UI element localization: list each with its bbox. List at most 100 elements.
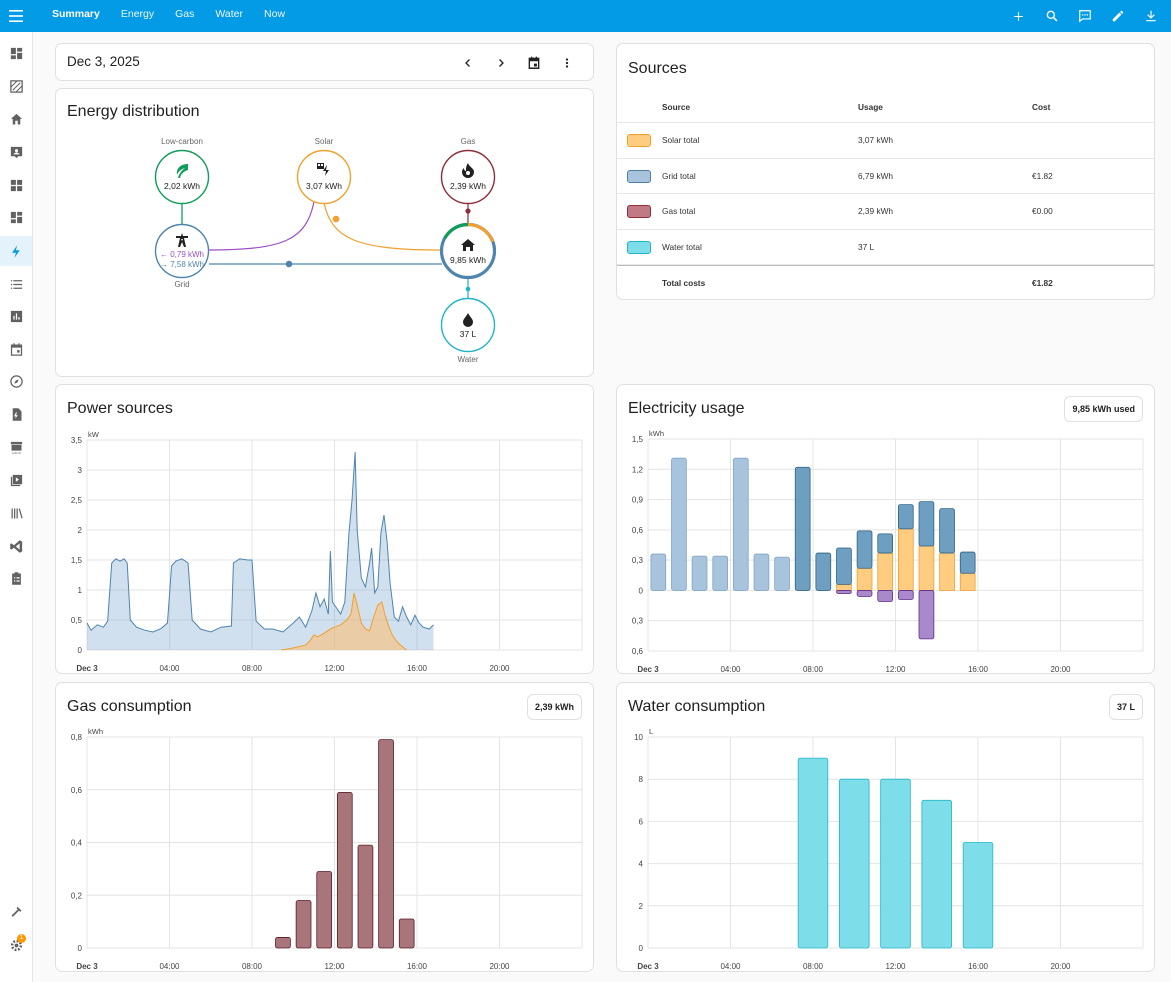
view-tabs: Summary Energy Gas Water Now bbox=[44, 0, 298, 32]
power-sources-chart[interactable]: 0 0,5 1 1,5 2 2,5 3 3,5 Dec 3 04:00 08:00 12:00 16:0… bbox=[56, 385, 595, 675]
media-icon[interactable] bbox=[0, 465, 32, 495]
water-value: 37 L bbox=[460, 329, 477, 339]
area-solar bbox=[280, 593, 407, 650]
todo-icon[interactable] bbox=[0, 563, 32, 593]
bar-grid bbox=[959, 551, 976, 574]
search-icon[interactable] bbox=[1035, 0, 1068, 32]
gas-swatch bbox=[627, 205, 651, 218]
bar bbox=[962, 842, 994, 949]
calendar-icon[interactable] bbox=[0, 334, 32, 364]
dashboard-alt-icon[interactable] bbox=[0, 202, 32, 232]
tab-gas[interactable]: Gas bbox=[175, 8, 195, 20]
x-tick-label: Dec 3 bbox=[637, 665, 659, 674]
electricity-usage-chart[interactable]: 1,5 1,2 0,9 0,6 0,3 0 0,3 0,6 Dec 3 04:00 08:00 12:… bbox=[617, 385, 1156, 675]
sources-table: Source Usage Cost Solar total 3,07 kWh G… bbox=[617, 91, 1154, 300]
map-icon[interactable] bbox=[0, 366, 32, 396]
energy-icon[interactable] bbox=[0, 236, 32, 266]
assist-icon[interactable] bbox=[1068, 0, 1101, 32]
toolbar-actions bbox=[1002, 0, 1167, 32]
bar-return bbox=[897, 590, 914, 600]
solar-power-icon bbox=[317, 163, 329, 176]
table-row: Water total 37 L bbox=[617, 230, 1154, 265]
y-axis-unit: kWh bbox=[88, 727, 103, 736]
tab-water[interactable]: Water bbox=[215, 8, 244, 20]
line-solar bbox=[280, 592, 407, 651]
grid-node[interactable] bbox=[154, 223, 210, 279]
card-title: Gas consumption bbox=[67, 698, 192, 715]
tab-energy[interactable]: Energy bbox=[120, 8, 155, 20]
bar-grid bbox=[856, 530, 873, 569]
x-tick-label: 08:00 bbox=[803, 665, 824, 674]
download-icon[interactable] bbox=[1134, 0, 1167, 32]
y-tick-label: 2,5 bbox=[71, 496, 83, 505]
y-tick-label: 6 bbox=[639, 817, 644, 826]
water-consumption-chart[interactable]: 0 2 4 6 8 10 Dec 3 04:00 08:00 12:00 16:00 20:00 L bbox=[617, 683, 1156, 973]
sources-card: Sources Source Usage Cost Solar total 3,… bbox=[616, 43, 1155, 300]
header-source: Source bbox=[662, 101, 691, 112]
low-carbon-node[interactable] bbox=[154, 149, 210, 205]
library-icon[interactable] bbox=[0, 498, 32, 528]
gas-consumption-card: Gas consumption 2,39 kWh 0 0,2 0,4 0,6 0,8 De… bbox=[55, 682, 594, 972]
y-tick-label: 0,3 bbox=[632, 617, 644, 626]
y-tick-label: 0,2 bbox=[71, 891, 83, 900]
hacs-icon[interactable]: HACS bbox=[0, 432, 32, 462]
tab-summary[interactable]: Summary bbox=[52, 8, 100, 20]
hacs-file-icon[interactable] bbox=[0, 399, 32, 429]
bar bbox=[357, 844, 374, 949]
card-title: Power sources bbox=[67, 400, 173, 417]
menu-icon[interactable] bbox=[0, 0, 32, 32]
bar bbox=[378, 739, 394, 949]
flow-dot-water bbox=[465, 286, 471, 292]
bar bbox=[880, 778, 911, 949]
y-tick-label: 0 bbox=[639, 586, 644, 595]
developer-tools-icon[interactable] bbox=[0, 897, 32, 927]
flow-solar-to-home bbox=[323, 202, 443, 251]
bar-solar bbox=[877, 552, 894, 591]
logbook-icon[interactable] bbox=[0, 269, 32, 299]
low-carbon-label: Low-carbon bbox=[161, 137, 203, 146]
row-usage: 6,79 kWh bbox=[858, 170, 894, 181]
home-icon[interactable] bbox=[0, 104, 32, 134]
top-app-bar: Summary Energy Gas Water Now bbox=[0, 0, 1171, 32]
settings-icon[interactable]: 1 bbox=[0, 930, 32, 960]
row-usage: 2,39 kWh bbox=[858, 206, 894, 217]
bar bbox=[921, 799, 952, 949]
bar-solar bbox=[856, 567, 873, 591]
sidebar: HACS 1 bbox=[0, 32, 33, 982]
y-tick-label: 1,5 bbox=[632, 435, 644, 444]
x-tick-label: 16:00 bbox=[968, 665, 989, 674]
energy-card-icon[interactable] bbox=[0, 71, 32, 101]
y-tick-label: 1,2 bbox=[632, 465, 644, 474]
home-ring-lowcarbon bbox=[443, 222, 469, 240]
water-label: Water bbox=[457, 355, 478, 364]
overview-icon[interactable] bbox=[0, 38, 32, 68]
tab-now[interactable]: Now bbox=[264, 8, 286, 20]
edit-icon[interactable] bbox=[1101, 0, 1134, 32]
gas-total-badge: 2,39 kWh bbox=[526, 694, 582, 720]
chevron-right-icon[interactable] bbox=[490, 52, 512, 74]
bar-grid bbox=[815, 552, 832, 591]
bar-solar bbox=[918, 545, 935, 591]
history-icon[interactable] bbox=[0, 301, 32, 331]
x-tick-label: 12:00 bbox=[324, 664, 345, 673]
flow-dot-grid bbox=[285, 260, 293, 268]
bar-grid bbox=[712, 555, 729, 591]
notification-badge: 1 bbox=[17, 934, 26, 943]
y-tick-label: 0,6 bbox=[632, 647, 644, 656]
y-tick-label: 0,3 bbox=[632, 556, 644, 565]
line-grid bbox=[86, 451, 434, 633]
dashboard-icon[interactable] bbox=[0, 170, 32, 200]
gas-consumption-chart[interactable]: 0 0,2 0,4 0,6 0,8 Dec 3 04:00 08:00 12:00 16:00 20… bbox=[56, 683, 595, 973]
x-tick-label: 12:00 bbox=[885, 665, 906, 674]
x-tick-label: 04:00 bbox=[159, 664, 180, 673]
y-tick-label: 0,9 bbox=[632, 496, 644, 505]
solar-node[interactable] bbox=[296, 149, 352, 205]
y-tick-label: 3,5 bbox=[71, 436, 83, 445]
calendar-today-icon[interactable] bbox=[523, 52, 545, 74]
add-icon[interactable] bbox=[1002, 0, 1035, 32]
profile-icon[interactable] bbox=[0, 137, 32, 167]
chevron-left-icon[interactable] bbox=[457, 52, 479, 74]
bar bbox=[797, 757, 829, 949]
more-vert-icon[interactable] bbox=[556, 52, 578, 74]
vscode-icon[interactable] bbox=[0, 531, 32, 561]
